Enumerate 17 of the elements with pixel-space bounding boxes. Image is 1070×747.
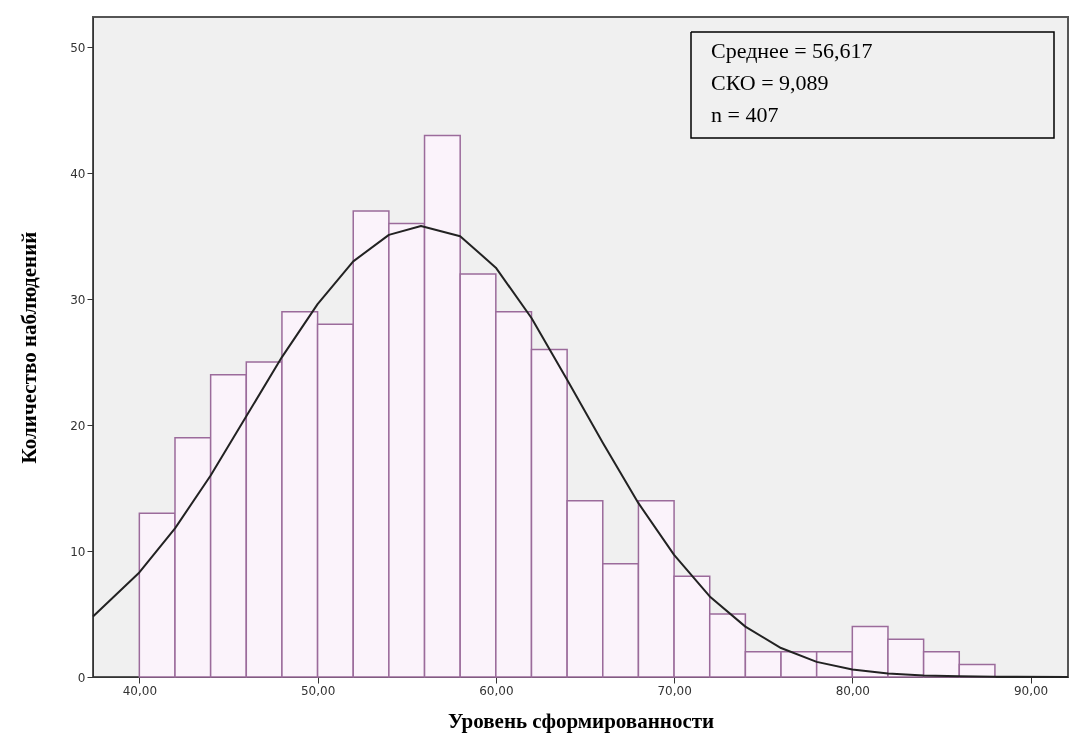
annotation: n = 407	[711, 102, 779, 127]
y-tick-label: 40	[70, 166, 86, 181]
x-tick-label: 40,00	[122, 683, 158, 698]
x-tick-label: 80,00	[835, 683, 870, 698]
annotation: Среднее = 56,617	[711, 38, 873, 63]
y-tick-label: 0	[77, 670, 86, 685]
x-tick-label: 60,00	[479, 683, 514, 698]
y-tick-label: 50	[70, 40, 86, 55]
x-tick-label: 50,00	[300, 683, 336, 698]
annotation: СКО = 9,089	[711, 70, 829, 95]
x-axis-title: Уровень сформированности	[447, 708, 715, 733]
x-tick-label: 70,00	[657, 683, 692, 698]
y-tick-label: 20	[70, 418, 86, 433]
y-tick-label: 30	[70, 292, 86, 307]
y-axis-title: Количество наблюдений	[17, 231, 42, 464]
x-tick-label: 90,00	[1013, 683, 1049, 698]
y-tick-label: 10	[70, 544, 86, 559]
